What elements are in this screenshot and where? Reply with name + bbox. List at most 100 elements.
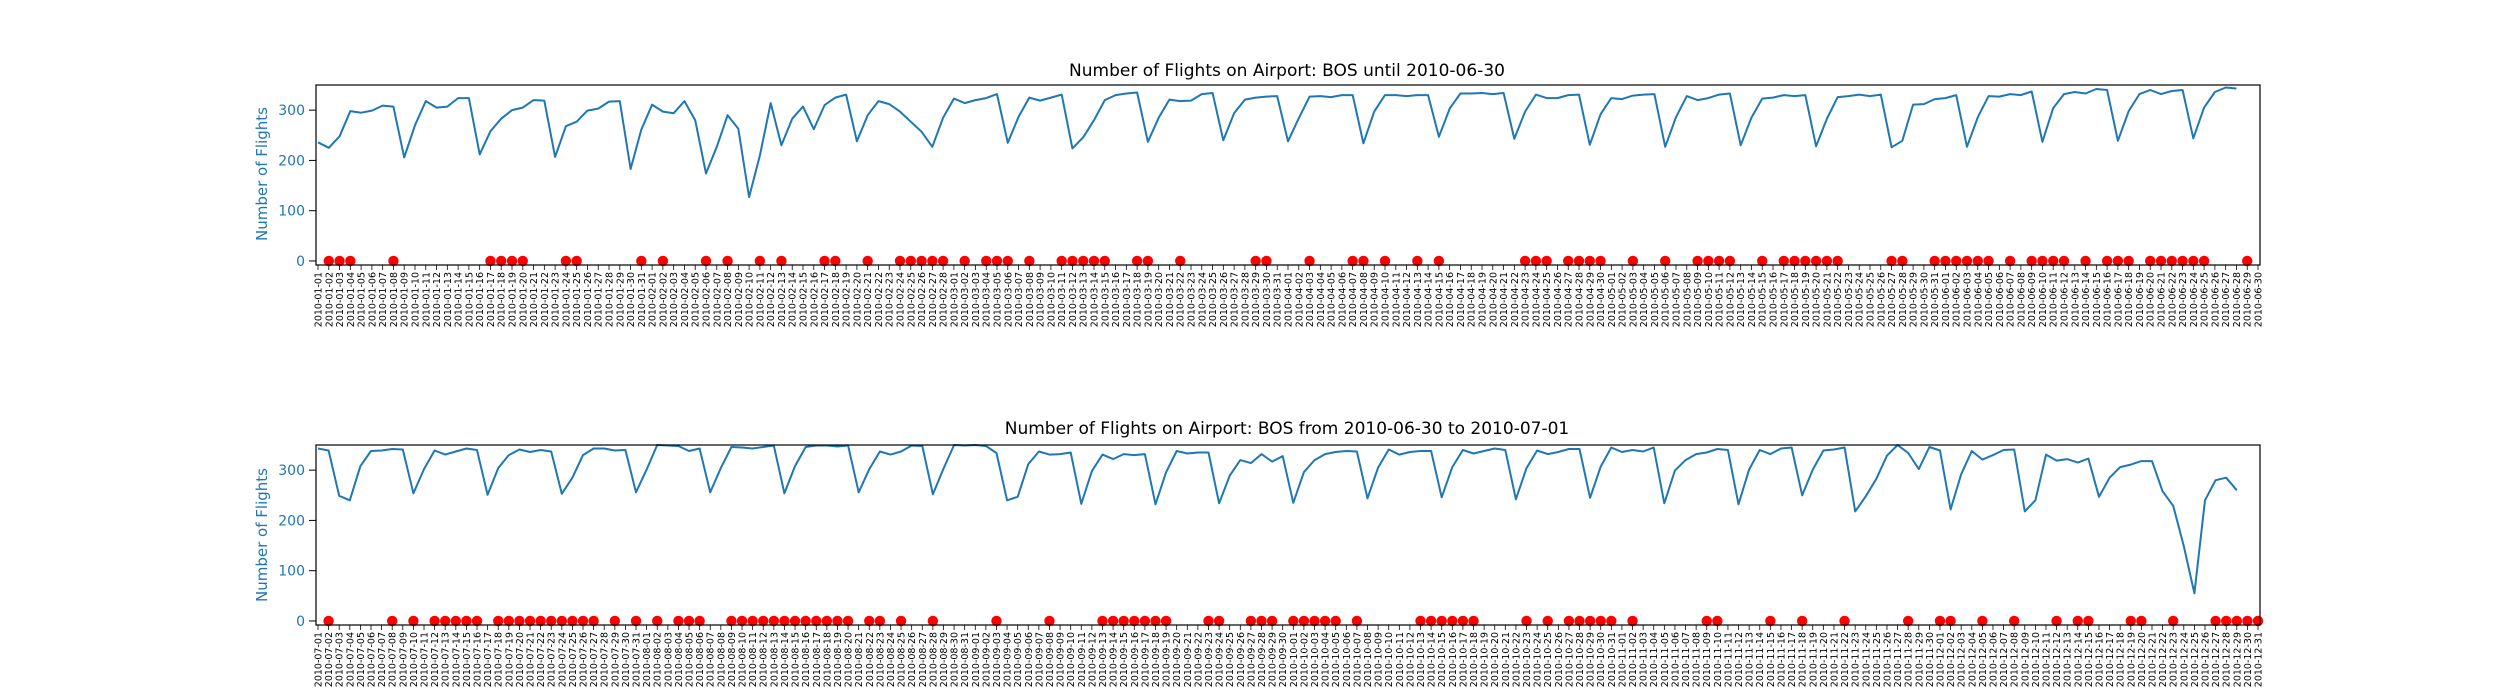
x-tick-label: 2010-09-06 [1024,632,1035,687]
x-tick-label: 2010-10-28 [1575,632,1586,687]
marker-point [2155,255,2167,267]
marker-point [1067,255,1078,267]
marker-point [1203,615,1214,627]
marker-point [1627,255,1639,267]
marker-point [959,255,970,267]
marker-point [1692,255,1703,267]
marker-point [779,615,790,627]
marker-point [747,615,758,627]
x-tick-label: 2010-01-14 [454,272,465,327]
x-tick-label: 2010-10-08 [1363,632,1374,687]
x-tick-label: 2010-05-16 [1769,272,1780,327]
x-tick-label: 2010-05-25 [1866,272,1877,327]
x-tick-label: 2010-05-29 [1909,272,1920,327]
marker-point [503,615,515,627]
x-tick-label: 2010-08-27 [918,632,929,687]
x-tick-label: 2010-06-22 [2167,272,2178,327]
x-tick-label: 2010-12-30 [2243,632,2254,687]
x-tick-label: 2010-03-26 [1219,272,1230,327]
x-axis: 2010-07-01 2010-07-02 2010-07-03 2010-07-04… [314,625,2265,687]
marker-point [1304,255,1315,267]
x-tick-label: 2010-09-09 [1056,632,1067,687]
x-tick-label: 2010-03-11 [1057,272,1068,327]
x-tick-label: 2010-03-27 [1230,272,1241,327]
x-tick-label: 2010-09-03 [992,632,1003,687]
marker-point [1175,255,1186,267]
x-tick-label: 2010-08-17 [812,632,823,687]
x-tick-label: 2010-07-15 [462,632,473,687]
marker-point [2112,255,2124,267]
marker-point [1810,255,1822,267]
marker-point [1288,615,1299,627]
marker-point [1379,255,1391,267]
marker-point [1245,615,1257,627]
x-tick-label: 2010-11-26 [1882,632,1893,687]
x-tick-label: 2010-05-15 [1758,272,1769,327]
marker-point [485,255,496,267]
x-tick-label: 2010-03-20 [1154,272,1165,327]
x-tick-label: 2010-05-27 [1887,272,1898,327]
x-tick-label: 2010-12-10 [2031,632,2042,687]
marker-point [1530,255,1542,267]
x-tick-label: 2010-12-06 [1988,632,1999,687]
x-tick-label: 2010-12-17 [2105,632,2116,687]
x-tick-label: 2010-02-11 [755,272,766,327]
x-tick-label: 2010-09-28 [1257,632,1268,687]
marker-point [832,615,843,627]
marker-point [388,255,399,267]
x-tick-label: 2010-10-30 [1596,632,1607,687]
marker-point [1351,615,1363,627]
x-tick-label: 2010-09-07 [1034,632,1045,687]
x-tick-label: 2010-05-12 [1725,272,1736,327]
marker-point [1309,615,1320,627]
marker-point [1521,615,1532,627]
x-tick-label: 2010-11-23 [1851,632,1862,687]
x-tick-label: 2010-05-14 [1747,272,1758,327]
marker-point [1056,255,1067,267]
marker-point [991,255,1003,267]
x-tick-label: 2010-05-01 [1607,272,1618,327]
x-tick-label: 2010-03-22 [1176,272,1187,327]
x-tick-label: 2010-01-17 [486,272,497,327]
x-tick-label: 2010-07-04 [345,632,356,687]
x-tick-label: 2010-05-28 [1898,272,1909,327]
x-tick-label: 2010-02-06 [702,272,713,327]
x-tick-label: 2010-10-16 [1448,632,1459,687]
x-tick-label: 2010-01-23 [551,272,562,327]
x-tick-label: 2010-07-19 [504,632,515,687]
x-tick-label: 2010-12-04 [1967,632,1978,687]
x-tick-label: 2010-07-31 [632,632,643,687]
marker-point [1118,615,1129,627]
marker-point [1972,255,1983,267]
x-tick-label: 2010-07-27 [589,632,600,687]
marker-point [2177,255,2188,267]
marker-point [1099,255,1110,267]
marker-point [1902,615,1914,627]
x-tick-label: 2010-02-03 [669,272,680,327]
x-tick-label: 2010-01-31 [637,272,648,327]
x-tick-label: 2010-10-22 [1511,632,1522,687]
x-tick-label: 2010-10-11 [1395,632,1406,687]
x-tick-label: 2010-02-05 [691,272,702,327]
x-tick-label: 2010-06-08 [2016,272,2027,327]
x-tick-label: 2010-12-15 [2084,632,2095,687]
marker-point [2231,615,2242,627]
x-tick-label: 2010-08-03 [663,632,674,687]
marker-point [514,615,525,627]
x-tick-label: 2010-07-05 [356,632,367,687]
x-tick-label: 2010-05-20 [1812,272,1823,327]
marker-point [1977,615,1988,627]
x-tick-label: 2010-07-25 [568,632,579,687]
x-tick-label: 2010-11-29 [1914,632,1925,687]
x-tick-label: 2010-08-25 [897,632,908,687]
marker-point [1778,255,1789,267]
x-tick-label: 2010-02-21 [863,272,874,327]
x-tick-label: 2010-12-12 [2052,632,2063,687]
x-tick-label: 2010-03-05 [993,272,1004,327]
x-tick-label: 2010-10-24 [1533,632,1544,687]
x-tick-label: 2010-07-02 [324,632,335,687]
x-tick-label: 2010-04-22 [1510,272,1521,327]
x-tick-label: 2010-10-02 [1299,632,1310,687]
x-tick-label: 2010-01-19 [508,272,519,327]
marker-point [1468,615,1479,627]
